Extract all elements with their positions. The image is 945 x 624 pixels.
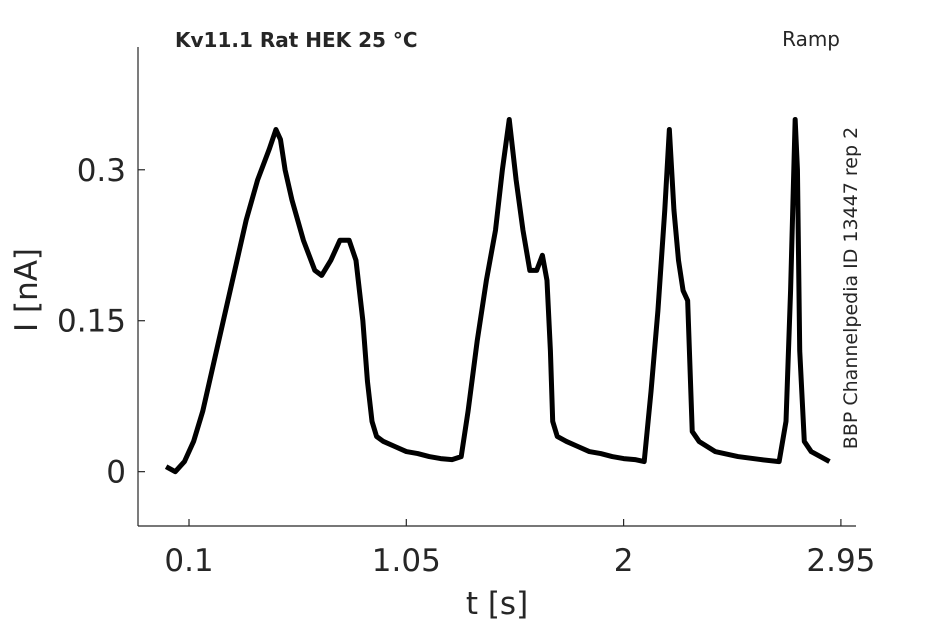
y-axis-label: I [nA]	[9, 248, 45, 332]
chart-title: Kv11.1 Rat HEK 25 °C	[175, 28, 418, 52]
y-tick-label: 0	[106, 455, 126, 491]
y-tick-label: 0.15	[57, 304, 126, 340]
chart-subtitle: Ramp	[782, 27, 840, 51]
x-tick-label: 1.05	[372, 543, 441, 579]
x-tick-label: 2.95	[806, 543, 875, 579]
y-tick-label: 0.3	[77, 153, 126, 189]
x-tick-label: 2	[614, 543, 634, 579]
current-trace	[164, 116, 831, 475]
x-axis-label: t [s]	[466, 586, 528, 622]
annotation: BBP Channelpedia ID 13447 rep 2	[840, 127, 862, 449]
x-tick-label: 0.1	[164, 543, 213, 579]
